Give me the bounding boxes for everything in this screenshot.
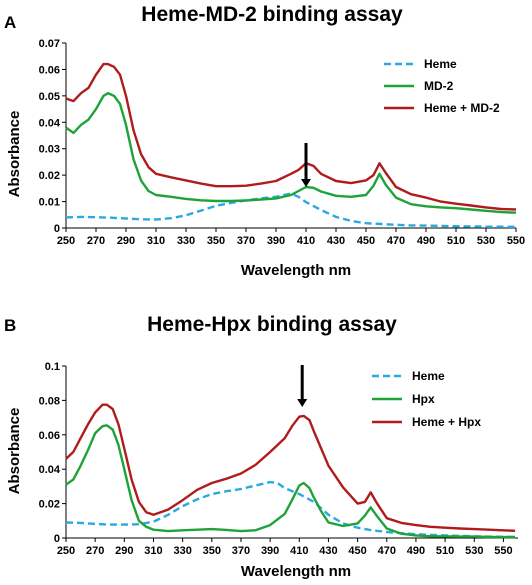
x-tick-label: 370	[237, 235, 255, 247]
y-tick-label: 0.04	[39, 117, 61, 129]
panel-a-y-axis-label: Absorbance	[6, 111, 23, 198]
panel-b-title: Heme-Hpx binding assay	[147, 313, 397, 336]
y-tick-label: 0.03	[39, 144, 60, 156]
x-tick-label: 390	[267, 235, 285, 247]
y-tick-label: 0.06	[39, 430, 60, 442]
y-tick-label: 0.01	[39, 197, 60, 209]
x-tick-label: 310	[147, 235, 165, 247]
y-tick-label: 0.05	[39, 91, 60, 103]
x-tick-label: 470	[387, 235, 405, 247]
y-tick-label: 0.07	[39, 38, 60, 50]
annotation-arrow-head	[301, 179, 311, 187]
legend-label: Heme	[424, 57, 457, 71]
legend-label: Heme + MD-2	[424, 101, 500, 115]
legend-label: Heme	[412, 369, 445, 383]
x-tick-label: 350	[203, 545, 221, 557]
x-tick-label: 270	[86, 545, 104, 557]
x-tick-label: 430	[319, 545, 337, 557]
panel-a-letter: A	[4, 13, 16, 32]
x-tick-label: 370	[232, 545, 250, 557]
y-tick-label: 0	[54, 533, 60, 545]
series-line-1	[65, 192, 517, 229]
y-tick-label: 0.06	[39, 64, 60, 76]
x-tick-label: 550	[494, 545, 512, 557]
series-line-2	[65, 424, 516, 539]
series-line-2	[65, 92, 517, 214]
legend-label: Heme + Hpx	[412, 415, 481, 429]
x-tick-label: 250	[57, 545, 75, 557]
panel-b: B Heme-Hpx binding assay 0 0.02 0.04 0.06 0.…	[4, 313, 518, 580]
x-tick-label: 530	[477, 235, 495, 247]
y-tick-label: 0.02	[39, 170, 60, 182]
x-tick-label: 430	[327, 235, 345, 247]
x-tick-label: 450	[348, 545, 366, 557]
annotation-arrow-head	[297, 399, 308, 407]
series-line-3	[65, 403, 516, 532]
panel-a-plot: 0 0.01 0.02 0.03 0.04 0.05 0.06 0.07 250 270 290 31…	[39, 38, 526, 247]
x-tick-label: 270	[87, 235, 105, 247]
x-tick-label: 550	[507, 235, 525, 247]
x-tick-label: 410	[297, 235, 315, 247]
panel-a-title: Heme-MD-2 binding assay	[141, 3, 403, 26]
x-tick-label: 410	[290, 545, 308, 557]
y-tick-label: 0.02	[39, 499, 60, 511]
y-tick-label: 0	[54, 223, 60, 235]
x-tick-label: 250	[57, 235, 75, 247]
panel-b-letter: B	[4, 316, 16, 335]
x-tick-label: 470	[378, 545, 396, 557]
x-tick-label: 490	[407, 545, 425, 557]
panel-b-x-axis-label: Wavelength nm	[241, 563, 351, 580]
legend-label: MD-2	[424, 79, 454, 93]
y-tick-label: 0.04	[39, 464, 61, 476]
legend-label: Hpx	[412, 392, 435, 406]
x-tick-label: 510	[447, 235, 465, 247]
x-tick-label: 290	[115, 545, 133, 557]
x-tick-label: 330	[177, 235, 195, 247]
x-tick-label: 450	[357, 235, 375, 247]
panel-b-y-axis-label: Absorbance	[6, 408, 23, 495]
x-tick-label: 350	[207, 235, 225, 247]
x-tick-label: 290	[117, 235, 135, 247]
x-tick-label: 330	[173, 545, 191, 557]
y-tick-label: 0.1	[45, 361, 60, 373]
series-line-3	[65, 62, 517, 211]
x-tick-label: 510	[436, 545, 454, 557]
x-tick-label: 490	[417, 235, 435, 247]
panel-a: A Heme-MD-2 binding assay 00.010.020.030…	[4, 3, 525, 279]
panel-a-x-axis-label: Wavelength nm	[241, 262, 351, 279]
panel-b-plot: 0 0.02 0.04 0.06 0.08 0.1 250 270 290 310 330 350 37…	[39, 361, 518, 557]
x-tick-label: 530	[465, 545, 483, 557]
x-tick-label: 390	[261, 545, 279, 557]
x-tick-label: 310	[144, 545, 162, 557]
y-tick-label: 0.08	[39, 395, 60, 407]
